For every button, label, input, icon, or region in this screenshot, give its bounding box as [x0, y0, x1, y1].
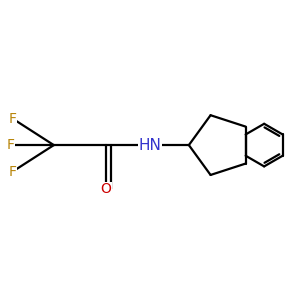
Text: HN: HN	[139, 138, 161, 153]
Text: F: F	[7, 138, 15, 152]
Text: O: O	[100, 182, 111, 196]
Text: F: F	[9, 165, 16, 178]
Text: F: F	[9, 112, 16, 126]
